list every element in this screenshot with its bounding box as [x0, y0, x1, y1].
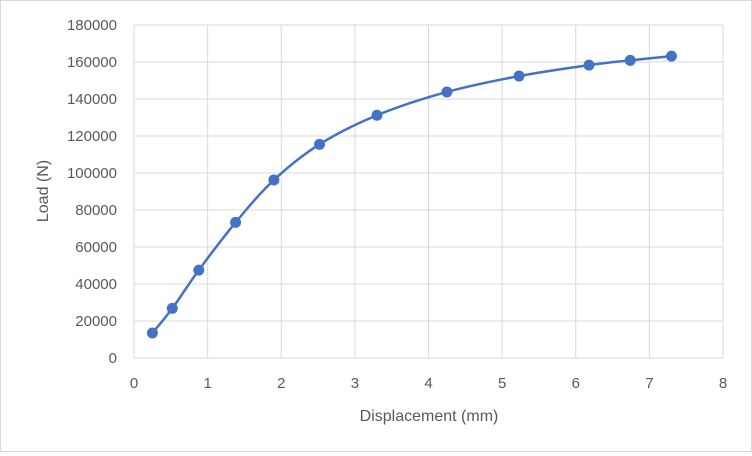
y-tick-label: 40000: [75, 276, 117, 293]
x-tick-label: 5: [498, 375, 506, 392]
series-line: [151, 54, 672, 334]
x-tick-label: 6: [572, 375, 580, 392]
y-tick-label: 20000: [75, 313, 117, 330]
gridlines: [133, 24, 724, 359]
x-axis-tick-labels: 0 1 2 3 4 5 6 7 8: [130, 375, 727, 392]
data-point: [583, 59, 595, 71]
data-point: [230, 216, 242, 228]
y-tick-label: 180000: [67, 17, 117, 34]
y-axis-title: Load (N): [35, 160, 52, 222]
x-tick-label: 2: [277, 375, 285, 392]
data-point: [665, 50, 677, 62]
x-tick-label: 4: [424, 375, 432, 392]
x-tick-label: 3: [351, 375, 359, 392]
y-tick-label: 160000: [67, 54, 117, 71]
data-point: [441, 86, 453, 98]
y-tick-label: 0: [109, 350, 117, 367]
x-tick-label: 7: [645, 375, 653, 392]
data-point: [513, 70, 525, 82]
data-points: [146, 50, 677, 339]
data-point: [624, 54, 636, 66]
x-tick-label: 8: [719, 375, 727, 392]
y-tick-label: 140000: [67, 91, 117, 108]
x-tick-label: 1: [203, 375, 211, 392]
data-point: [371, 109, 383, 121]
y-tick-label: 80000: [75, 202, 117, 219]
data-point: [146, 327, 158, 339]
data-point: [193, 264, 205, 276]
y-tick-label: 120000: [67, 128, 117, 145]
data-point: [268, 174, 280, 186]
y-tick-label: 60000: [75, 239, 117, 256]
data-point: [314, 138, 326, 150]
x-axis-title: Displacement (mm): [360, 408, 499, 425]
data-point: [166, 302, 178, 314]
y-tick-label: 100000: [67, 165, 117, 182]
x-tick-label: 0: [130, 375, 138, 392]
y-axis-tick-labels: 0 20000 40000 60000 80000 100000 120000 140000 1…: [67, 17, 117, 367]
